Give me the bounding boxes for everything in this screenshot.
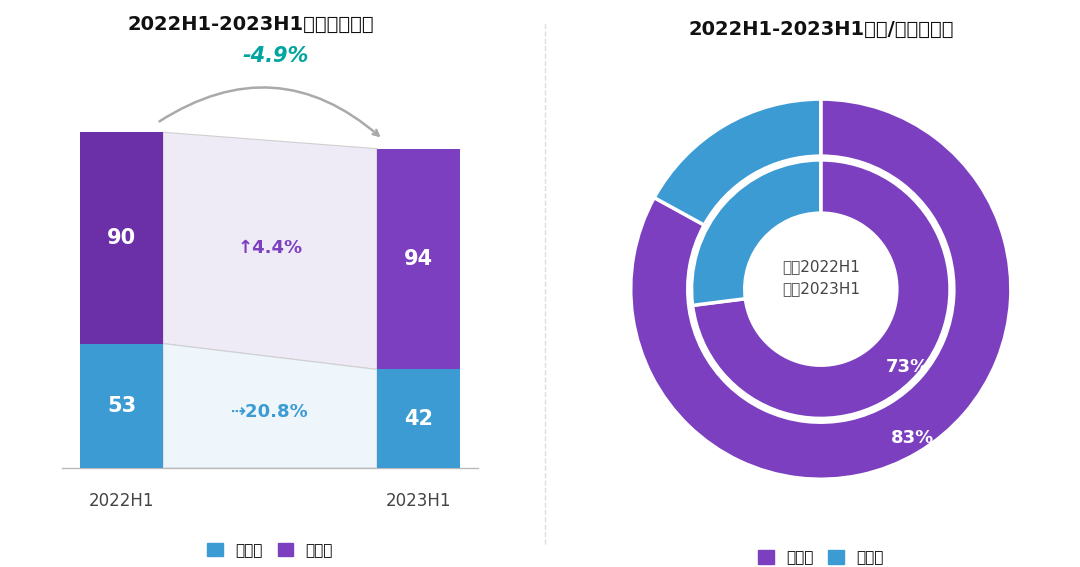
- Bar: [377, 149, 460, 370]
- Text: ↑4.4%: ↑4.4%: [238, 239, 302, 257]
- Text: 90: 90: [107, 228, 136, 248]
- Title: 2022H1-2023H1独播/联播剧占比: 2022H1-2023H1独播/联播剧占比: [688, 20, 954, 39]
- Text: 内：2022H1
外：2023H1: 内：2022H1 外：2023H1: [782, 259, 860, 297]
- Text: 73%: 73%: [886, 358, 929, 375]
- Wedge shape: [691, 160, 821, 306]
- Text: -4.9%: -4.9%: [243, 46, 309, 66]
- Text: ⇢20.8%: ⇢20.8%: [231, 403, 309, 421]
- Wedge shape: [692, 160, 950, 418]
- Legend: 电视剧, 网络剧: 电视剧, 网络剧: [201, 536, 339, 564]
- Text: 53: 53: [107, 396, 136, 416]
- Text: 83%: 83%: [891, 429, 934, 447]
- Polygon shape: [163, 132, 377, 370]
- Text: 2022H1: 2022H1: [89, 492, 154, 510]
- Text: 42: 42: [404, 409, 433, 429]
- Legend: 独播剧, 联播剧: 独播剧, 联播剧: [752, 544, 890, 567]
- Text: 2023H1: 2023H1: [386, 492, 451, 510]
- Bar: [80, 344, 163, 468]
- Wedge shape: [631, 99, 1011, 479]
- Bar: [80, 132, 163, 344]
- Text: 2022H1-2023H1剧集上线数量: 2022H1-2023H1剧集上线数量: [127, 15, 374, 33]
- Bar: [377, 370, 460, 468]
- Text: 94: 94: [404, 249, 433, 269]
- Polygon shape: [163, 344, 377, 468]
- Wedge shape: [654, 99, 821, 225]
